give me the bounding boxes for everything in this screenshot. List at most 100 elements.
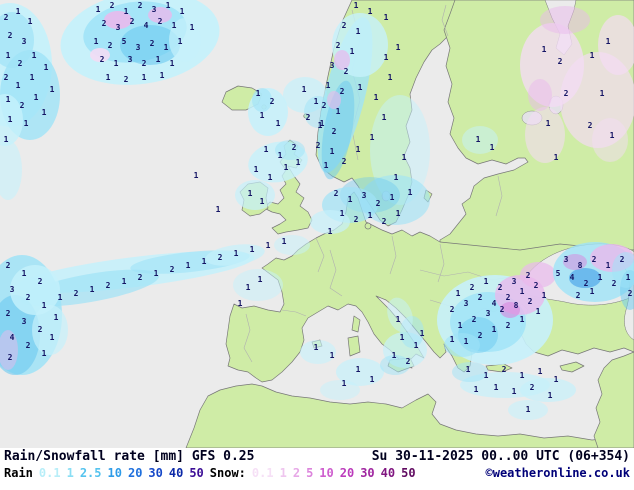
precip-value-label: 2 <box>506 293 511 302</box>
precip-blob <box>274 235 310 255</box>
precip-value-label: 1 <box>160 71 165 80</box>
precip-value-label: 2 <box>584 279 589 288</box>
precip-value-label: 2 <box>564 89 569 98</box>
precip-blob <box>300 340 336 364</box>
precip-value-label: 2 <box>130 17 135 26</box>
precip-value-label: 1 <box>490 143 495 152</box>
legend-row-scales: Rain 0.1 1 2.5 10 20 30 40 50 Snow: 0.1 1 2 5 10 20 3… <box>0 465 634 480</box>
precip-value-label: 1 <box>246 283 251 292</box>
precip-value-label: 1 <box>324 161 329 170</box>
precip-value-label: 1 <box>30 73 35 82</box>
precip-value-label: 1 <box>368 211 373 220</box>
precip-value-label: 3 <box>362 191 367 200</box>
precip-value-label: 2 <box>502 365 507 374</box>
precip-blob <box>380 355 410 375</box>
precip-value-label: 3 <box>116 23 121 32</box>
precip-value-label: 2 <box>316 141 321 150</box>
precip-blob <box>10 265 60 315</box>
precip-value-label: 2 <box>592 255 597 264</box>
precip-value-label: 2 <box>506 321 511 330</box>
precip-value-label: 1 <box>484 371 489 380</box>
precip-value-label: 1 <box>260 197 265 206</box>
precip-value-label: 1 <box>396 43 401 52</box>
precip-value-label: 1 <box>124 7 129 16</box>
precip-value-label: 2 <box>292 143 297 152</box>
precip-value-label: 1 <box>42 108 47 117</box>
precip-value-label: 2 <box>342 157 347 166</box>
precip-value-label: 2 <box>102 19 107 28</box>
precip-value-label: 1 <box>302 85 307 94</box>
precip-value-label: 2 <box>8 31 13 40</box>
precip-value-label: 2 <box>376 199 381 208</box>
precip-value-label: 1 <box>50 85 55 94</box>
precip-value-label: 8 <box>578 261 583 270</box>
precip-blob <box>275 140 305 160</box>
precip-value-label: 1 <box>28 17 33 26</box>
precip-value-label: 2 <box>20 101 25 110</box>
precip-value-label: 1 <box>254 165 259 174</box>
snow-scale: 0.1 1 2 5 10 20 30 40 50 <box>252 466 422 480</box>
rain-scale-value: 2.5 <box>79 466 102 480</box>
precip-value-label: 3 <box>512 277 517 286</box>
precip-value-label: 1 <box>314 343 319 352</box>
precip-value-label: 2 <box>500 305 505 314</box>
precip-blob <box>0 94 23 146</box>
precip-blob <box>528 79 552 111</box>
precip-value-label: 1 <box>420 329 425 338</box>
precip-value-label: 1 <box>626 273 631 282</box>
rain-scale-value: 1 <box>66 466 74 480</box>
precip-value-label: 8 <box>514 301 519 310</box>
legend-row-title: Rain/Snowfall rate [mm] GFS 0.25 Su 30-1… <box>0 448 634 464</box>
precip-value-label: 1 <box>276 119 281 128</box>
precip-value-label: 1 <box>396 315 401 324</box>
precip-value-label: 2 <box>612 279 617 288</box>
precip-value-label: 1 <box>394 173 399 182</box>
precip-blob <box>169 18 201 62</box>
precip-value-label: 1 <box>90 285 95 294</box>
precip-value-label: 1 <box>186 261 191 270</box>
precip-value-label: 1 <box>512 387 517 396</box>
precip-value-label: 1 <box>248 189 253 198</box>
precip-value-label: 3 <box>464 299 469 308</box>
precip-value-label: 2 <box>530 383 535 392</box>
precip-value-label: 1 <box>348 195 353 204</box>
precip-value-label: 2 <box>124 75 129 84</box>
precip-value-label: 3 <box>10 285 15 294</box>
precip-value-label: 2 <box>526 271 531 280</box>
precip-value-label: 5 <box>122 37 127 46</box>
island-sardinia <box>347 335 361 357</box>
precip-value-label: 1 <box>264 145 269 154</box>
island-corsica <box>351 315 361 333</box>
precip-value-label: 3 <box>136 43 141 52</box>
precip-value-label: 4 <box>144 21 149 30</box>
rain-scale-value: 50 <box>189 466 204 480</box>
precip-value-label: 1 <box>216 205 221 214</box>
precip-value-label: 1 <box>330 351 335 360</box>
precip-value-label: 2 <box>528 297 533 306</box>
precip-blob <box>387 297 413 333</box>
precip-blob <box>104 11 132 29</box>
precip-value-label: 2 <box>576 291 581 300</box>
precip-value-label: 1 <box>368 7 373 16</box>
precip-value-label: 1 <box>58 293 63 302</box>
precip-value-label: 1 <box>336 107 341 116</box>
precip-blob <box>32 305 68 355</box>
precip-value-label: 2 <box>26 293 31 302</box>
precip-value-label: 1 <box>526 405 531 414</box>
precip-value-label: 2 <box>478 331 483 340</box>
precip-value-label: 1 <box>202 257 207 266</box>
precip-value-label: 1 <box>606 37 611 46</box>
precip-value-label: 1 <box>94 37 99 46</box>
snow-scale-label: Snow: <box>209 466 246 480</box>
precip-value-label: 1 <box>4 135 9 144</box>
precip-value-label: 1 <box>538 367 543 376</box>
precip-value-label: 1 <box>22 269 27 278</box>
snow-scale-value: 20 <box>339 466 355 480</box>
precip-value-label: 2 <box>110 1 115 10</box>
precip-value-label: 1 <box>520 315 525 324</box>
precip-value-label: 2 <box>38 325 43 334</box>
rain-scale: 0.1 1 2.5 10 20 30 40 50 <box>39 466 210 480</box>
precip-value-label: 1 <box>8 115 13 124</box>
precip-value-label: 1 <box>450 335 455 344</box>
